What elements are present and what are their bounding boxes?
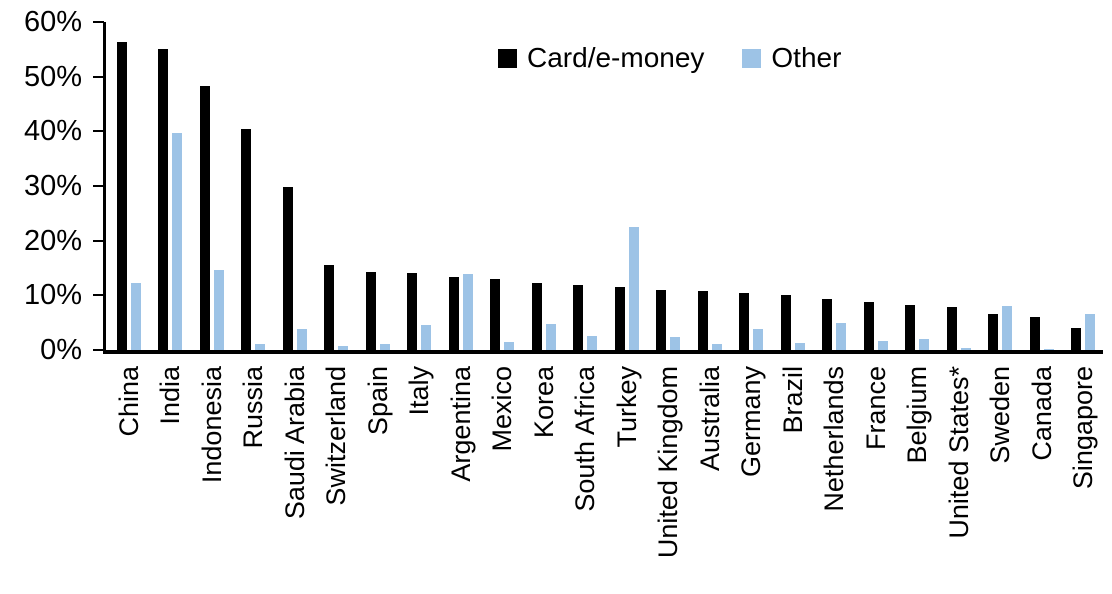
legend-swatch-other: [742, 48, 762, 68]
bar-card-e-money: [407, 272, 417, 350]
x-axis-category-label: Sweden: [985, 366, 1015, 464]
bar-card-e-money: [324, 264, 334, 350]
y-axis-tick-label: 30%: [23, 169, 82, 202]
x-axis-category-label: Singapore: [1068, 366, 1098, 490]
bar-other: [130, 282, 141, 350]
bar-card-e-money: [656, 289, 666, 350]
bar-other: [462, 273, 473, 350]
bar-card-e-money: [573, 285, 583, 350]
y-axis-tick: [93, 75, 104, 78]
x-axis-category-label: India: [155, 366, 185, 425]
bar-card-e-money: [946, 306, 957, 350]
x-axis-category-label: Saudi Arabia: [279, 366, 310, 520]
x-axis-category-label: Korea: [528, 366, 559, 439]
bar-card-e-money: [697, 291, 708, 350]
x-axis-category-label: Netherlands: [819, 366, 849, 512]
legend-swatch-card-e-money: [498, 48, 517, 68]
x-axis-category-label: Argentina: [445, 366, 476, 482]
x-axis-category-label: Germany: [736, 366, 766, 478]
x-axis-category-label: Spain: [362, 366, 393, 436]
bar-other: [711, 343, 722, 350]
bar-other: [753, 328, 763, 350]
bar-card-e-money: [241, 128, 251, 350]
bar-card-e-money: [531, 283, 542, 350]
x-axis-category-label: Russia: [238, 366, 268, 449]
y-axis-tick: [93, 130, 104, 133]
bar-card-e-money: [863, 302, 874, 350]
x-axis-category-label: United Kingdom: [653, 366, 683, 559]
y-axis-tick: [93, 294, 104, 297]
y-axis-tick: [93, 184, 104, 187]
bar-card-e-money: [780, 295, 791, 350]
legend-label-card-e-money: Card/e-money: [527, 42, 705, 73]
y-axis-tick: [93, 239, 104, 242]
y-axis-tick-label: 0%: [40, 334, 82, 366]
y-axis-tick: [93, 20, 104, 23]
bar-card-e-money: [739, 292, 749, 350]
bar-card-e-money: [158, 49, 168, 350]
x-axis-category-label: Switzerland: [321, 366, 351, 506]
y-axis-tick-label: 40%: [23, 115, 82, 148]
bar-other: [587, 336, 597, 350]
legend-item-other: Other: [742, 42, 841, 74]
y-axis-line: [103, 21, 106, 354]
bar-card-e-money: [1029, 317, 1040, 350]
legend-item-card-e-money: Card/e-money: [498, 42, 704, 74]
y-axis-tick-label: 10%: [23, 279, 82, 312]
bar-other: [1085, 313, 1095, 350]
bar-other: [379, 343, 390, 350]
x-axis-category-label: China: [113, 366, 144, 437]
bar-card-e-money: [988, 314, 998, 350]
bar-card-e-money: [614, 286, 625, 350]
bar-other: [545, 324, 556, 350]
bar-other: [421, 324, 431, 350]
x-axis-category-label: Canada: [1026, 366, 1057, 461]
bar-card-e-money: [116, 42, 127, 350]
y-axis-tick: [93, 349, 104, 351]
bar-other: [1002, 306, 1012, 350]
x-axis-category-label: Indonesia: [196, 366, 227, 484]
bar-card-e-money: [365, 272, 376, 350]
x-axis-category-label: Turkey: [611, 366, 642, 448]
bar-other: [670, 337, 680, 350]
bar-other: [172, 132, 182, 350]
bar-card-e-money: [199, 86, 210, 350]
x-axis-category-label: Australia: [694, 366, 725, 472]
x-axis-category-label: Belgium: [902, 366, 932, 464]
x-axis-category-label: South Africa: [570, 366, 600, 512]
y-axis-tick-label: 50%: [23, 60, 82, 93]
bar-other: [794, 342, 805, 350]
bar-other: [213, 270, 224, 350]
bar-other: [255, 343, 265, 350]
x-axis-category-label: Mexico: [487, 366, 517, 452]
x-axis-category-label: United States*: [943, 366, 974, 539]
bar-other: [1043, 348, 1054, 350]
bar-other: [877, 340, 888, 350]
x-axis-line: [103, 350, 1103, 354]
x-axis-category-label: France: [860, 366, 891, 451]
legend-label-other: Other: [771, 42, 842, 73]
bar-other: [338, 345, 348, 350]
x-axis-category-label: Brazil: [777, 366, 808, 434]
bar-card-e-money: [905, 305, 915, 350]
x-axis-category-label: Italy: [404, 366, 434, 416]
bar-card-e-money: [282, 187, 293, 350]
bar-other: [628, 226, 639, 350]
bar-card-e-money: [1071, 328, 1081, 350]
legend: Card/e-money Other: [498, 42, 841, 74]
y-axis-tick-label: 20%: [23, 224, 82, 257]
y-axis-tick-label: 60%: [23, 5, 82, 38]
bar-card-e-money: [822, 299, 832, 350]
bar-other: [919, 338, 929, 350]
bar-other: [836, 323, 846, 350]
bar-other: [960, 348, 971, 350]
bar-other: [296, 328, 307, 350]
bar-card-e-money: [448, 276, 459, 350]
bar-other: [504, 342, 514, 350]
bar-card-e-money: [490, 278, 500, 350]
